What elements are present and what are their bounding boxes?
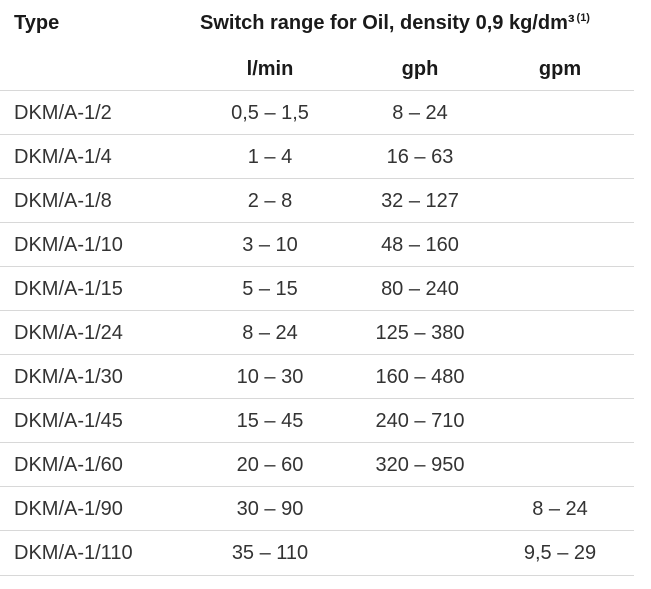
cell-gph: 160 – 480 [375,366,465,388]
cell-lmin: 3 – 10 [242,234,298,256]
cell-type: DKM/A-1/90 [14,498,123,520]
cell-type: DKM/A-1/2 [14,102,112,124]
table-row: DKM/A-1/110 35 – 110 9,5 – 29 [0,530,634,576]
cell-gph: 125 – 380 [375,322,465,344]
cell-gpm [500,399,620,443]
table-row: DKM/A-1/90 30 – 90 8 – 24 [0,486,634,531]
footnote-marker: (1) [576,12,590,25]
table-row: DKM/A-1/2 0,5 – 1,5 8 – 24 [0,90,634,135]
cell-gpm [500,443,620,487]
cell-gpm [500,223,620,267]
cell-lmin: 2 – 8 [247,190,293,212]
table-row: DKM/A-1/24 8 – 24 125 – 380 [0,310,634,355]
cell-gpm [500,267,620,311]
table-row: DKM/A-1/30 10 – 30 160 – 480 [0,354,634,399]
table-row: DKM/A-1/15 5 – 15 80 – 240 [0,266,634,311]
cell-gpm: 8 – 24 [532,498,588,520]
cell-lmin: 10 – 30 [236,366,304,388]
cell-gph [355,531,485,575]
cell-type: DKM/A-1/4 [14,146,112,168]
cell-lmin: 35 – 110 [231,542,309,564]
table-row: DKM/A-1/10 3 – 10 48 – 160 [0,222,634,267]
cell-gpm: 9,5 – 29 [523,542,597,564]
cell-lmin: 5 – 15 [242,278,298,300]
cell-lmin: 15 – 45 [236,410,304,432]
cell-gph: 320 – 950 [375,454,465,476]
cell-type: DKM/A-1/45 [14,410,123,432]
cell-type: DKM/A-1/15 [14,278,123,300]
cell-gpm [500,135,620,179]
cell-gph: 240 – 710 [375,410,465,432]
header-switch-range-text: Switch range for Oil, density 0,9 kg/dm³ [200,12,575,34]
cell-gpm [500,311,620,355]
cell-type: DKM/A-1/30 [14,366,123,388]
cell-gph: 8 – 24 [392,102,448,124]
cell-gpm [500,91,620,135]
header-type: Type [14,12,60,34]
cell-type: DKM/A-1/60 [14,454,123,476]
cell-gpm [500,179,620,223]
cell-gph: 80 – 240 [381,278,459,300]
cell-gph [355,487,485,531]
cell-lmin: 30 – 90 [236,498,304,520]
header-gpm: gpm [538,58,582,80]
cell-lmin: 8 – 24 [242,322,298,344]
cell-type: DKM/A-1/10 [14,234,123,256]
cell-gph: 32 – 127 [381,190,459,212]
table-row: DKM/A-1/60 20 – 60 320 – 950 [0,442,634,487]
header-switch-range: Switch range for Oil, density 0,9 kg/dm³… [200,12,590,35]
header-gph: gph [401,58,439,80]
table-row: DKM/A-1/45 15 – 45 240 – 710 [0,398,634,443]
cell-lmin: 1 – 4 [247,146,293,168]
cell-type: DKM/A-1/110 [14,542,133,564]
cell-lmin: 0,5 – 1,5 [231,102,309,124]
table-row: DKM/A-1/4 1 – 4 16 – 63 [0,134,634,179]
cell-type: DKM/A-1/24 [14,322,123,344]
cell-gph: 16 – 63 [386,146,454,168]
cell-type: DKM/A-1/8 [14,190,112,212]
table-row: DKM/A-1/8 2 – 8 32 – 127 [0,178,634,223]
cell-lmin: 20 – 60 [236,454,304,476]
header-lmin: l/min [246,58,294,80]
cell-gph: 48 – 160 [381,234,459,256]
cell-gpm [500,355,620,399]
